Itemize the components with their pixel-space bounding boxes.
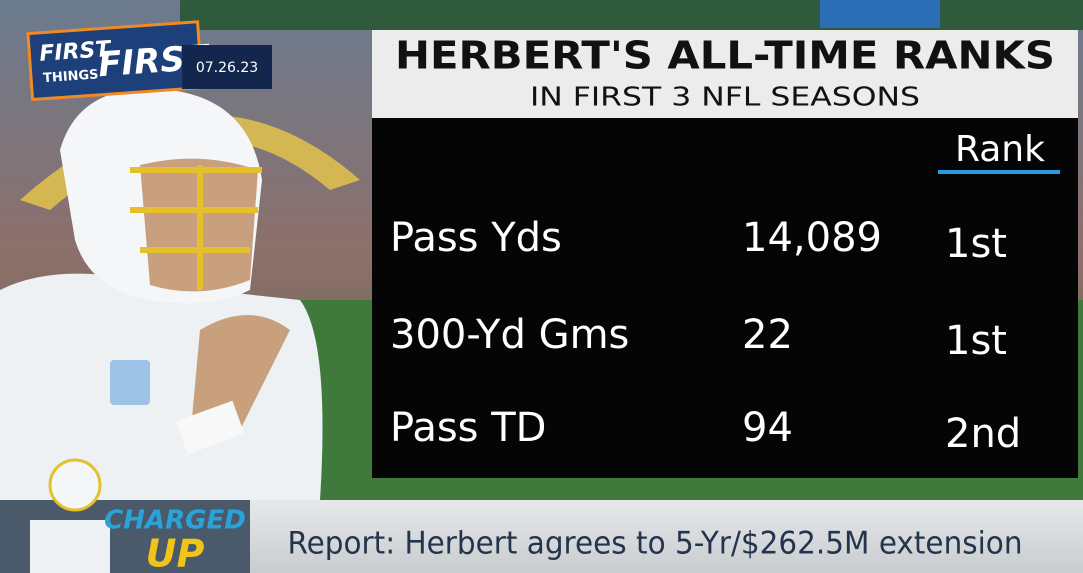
badge-text: UP [146,532,205,573]
captain-patch [110,360,150,405]
bolt-arc [20,114,360,210]
logo-text: FIRST [39,37,114,67]
stat-rank: 2nd [945,411,1021,457]
stat-label: Pass TD [390,405,546,451]
title-panel [372,30,1078,118]
rank-header: Rank [955,129,1045,170]
header-underline [938,170,1060,174]
table-panel [372,118,1078,478]
stat-value: 14,089 [742,215,882,261]
graphic-subtitle: IN FIRST 3 NFL SEASONS [530,83,920,113]
stat-label: Pass Yds [390,215,562,261]
date: 07.26.23 [196,60,258,76]
badge-text: CHARGED [104,506,246,536]
stat-label: 300-Yd Gms [390,312,629,358]
date-box [182,45,272,89]
stat-rows: Pass Yds 14,089 1st 300-Yd Gms 22 1st Pass TD 9… [390,215,1021,457]
stat-value: 22 [742,312,793,358]
badge-player [30,520,110,573]
field-strip [180,0,1083,30]
logo-text: THINGS [43,67,99,86]
ticker-headline: Report: Herbert agrees to 5-Yr/$262.5M e… [288,526,1023,562]
stat-value: 94 [742,405,793,451]
badge-helmet [48,458,102,512]
scoreboard [820,0,940,28]
facemask [130,165,262,290]
wristband [175,400,245,455]
stat-rank: 1st [945,318,1007,364]
graphic-title: HERBERT'S ALL-TIME RANKS [395,34,1055,78]
jersey [0,273,323,500]
stat-rank: 1st [945,221,1007,267]
